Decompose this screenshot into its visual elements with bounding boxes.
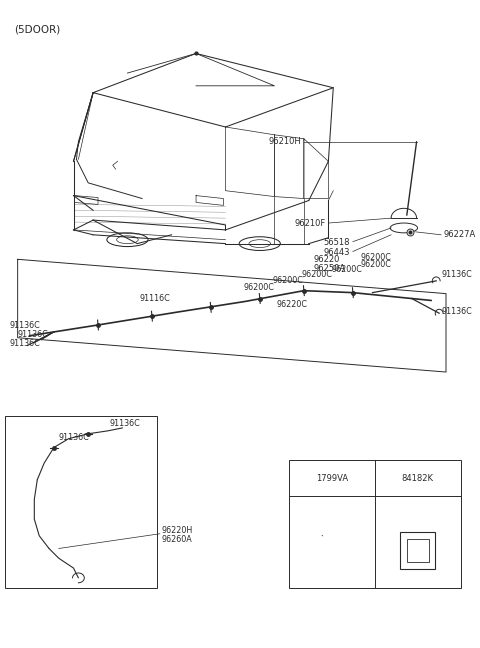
Text: 91136C: 91136C [110,419,141,428]
Text: 96200C: 96200C [331,265,362,274]
Text: 91136C: 91136C [10,339,40,348]
Text: 96220: 96220 [313,255,340,264]
Text: 91136C: 91136C [441,270,472,279]
Text: 96443: 96443 [324,248,350,257]
Text: 91136C: 91136C [59,434,90,442]
Text: 96200C: 96200C [302,270,333,279]
Text: 96200C: 96200C [361,253,392,262]
Text: 84182K: 84182K [402,474,434,483]
Text: 96210H: 96210H [268,137,301,146]
Bar [407,538,429,562]
Text: 1799VA: 1799VA [316,474,348,483]
Bar [400,532,435,569]
Text: 91136C: 91136C [10,321,40,330]
Bar [5,416,157,588]
Text: 96227A: 96227A [443,230,475,239]
Text: 56518: 56518 [324,238,350,247]
Ellipse shape [318,532,346,566]
Text: 91136C: 91136C [441,307,472,316]
Text: (5DOOR): (5DOOR) [14,24,60,34]
Text: 96200C: 96200C [273,276,303,284]
Text: 91116C: 91116C [139,294,170,303]
Text: 91136C: 91136C [18,330,48,340]
Bar [289,460,461,588]
Text: 96210F: 96210F [294,218,325,227]
Text: 96220C: 96220C [276,301,307,310]
Text: 96220H: 96220H [162,526,193,535]
Text: 96200C: 96200C [243,283,274,292]
Text: 96200C: 96200C [361,260,392,269]
Text: 96250A: 96250A [313,264,346,273]
Text: 96260A: 96260A [162,535,192,544]
